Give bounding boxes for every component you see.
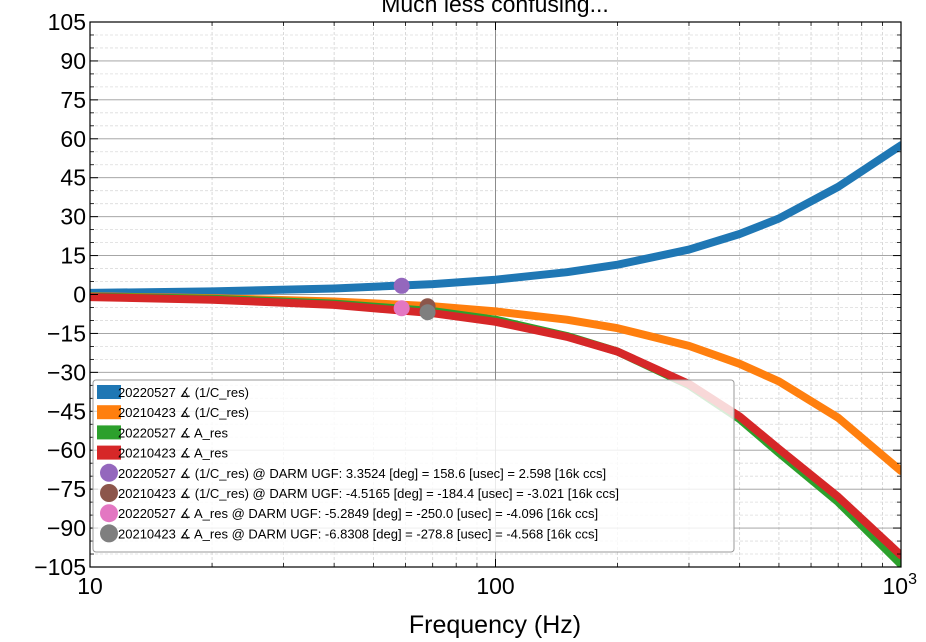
y-tick-label: −90 — [47, 515, 86, 541]
series-point-7 — [419, 304, 436, 321]
legend-label: 20220527 ∡ (1/C_res) — [118, 385, 249, 400]
y-tick-label: −75 — [47, 476, 86, 502]
series-line-3 — [90, 293, 901, 560]
y-tick-label: 15 — [60, 243, 86, 269]
x-tick-label: 103 — [883, 571, 918, 599]
legend-swatch — [97, 445, 121, 460]
y-tick-label: 75 — [60, 87, 86, 113]
legend-label: 20210423 ∡ (1/C_res) @ DARM UGF: -4.5165… — [118, 486, 619, 501]
y-tick-label: −30 — [47, 359, 86, 385]
y-tick-label: 105 — [48, 9, 86, 35]
legend-marker — [100, 504, 118, 523]
points-layer — [393, 277, 436, 321]
y-tick-label: −105 — [34, 554, 86, 580]
legend-marker — [100, 463, 118, 482]
legend-swatch — [97, 425, 121, 440]
series-line-0 — [90, 141, 901, 297]
x-tick-label: 100 — [476, 573, 514, 599]
y-tick-label: −45 — [47, 398, 86, 424]
y-tick-label: −15 — [47, 320, 86, 346]
chart-title: Much less confusing... — [381, 0, 609, 17]
legend-label: 20220527 ∡ A_res @ DARM UGF: -5.2849 [de… — [118, 506, 598, 521]
legend-box — [92, 379, 735, 553]
x-axis-label: Frequency (Hz) — [409, 611, 581, 639]
axes: 1059075604530150−15−30−45−60−75−90−10510… — [34, 9, 917, 599]
y-tick-label: −60 — [47, 437, 86, 463]
legend-label: 20220527 ∡ A_res — [118, 425, 228, 440]
legend-label: 20220527 ∡ (1/C_res) @ DARM UGF: 3.3524 … — [118, 466, 606, 481]
y-tick-label: 0 — [73, 282, 86, 308]
y-tick-label: 30 — [60, 204, 86, 230]
legend-marker — [100, 524, 118, 543]
legend-label: 20210423 ∡ A_res @ DARM UGF: -6.8308 [de… — [118, 526, 598, 541]
series-point-4 — [393, 277, 410, 294]
legend-label: 20210423 ∡ A_res — [118, 446, 228, 461]
y-tick-label: 60 — [60, 126, 86, 152]
y-tick-label: 90 — [60, 48, 86, 74]
x-tick-label: 10 — [77, 573, 103, 599]
legend-swatch — [97, 385, 121, 399]
legend-marker — [100, 484, 118, 502]
y-tick-label: 45 — [60, 165, 86, 191]
legend-swatch — [97, 405, 121, 420]
series-point-6 — [393, 300, 410, 317]
legend: 20220527 ∡ (1/C_res) 20210423 ∡ (1/C_res)… — [92, 379, 735, 553]
series-layer — [90, 141, 901, 567]
legend-label: 20210423 ∡ (1/C_res) — [118, 405, 249, 420]
